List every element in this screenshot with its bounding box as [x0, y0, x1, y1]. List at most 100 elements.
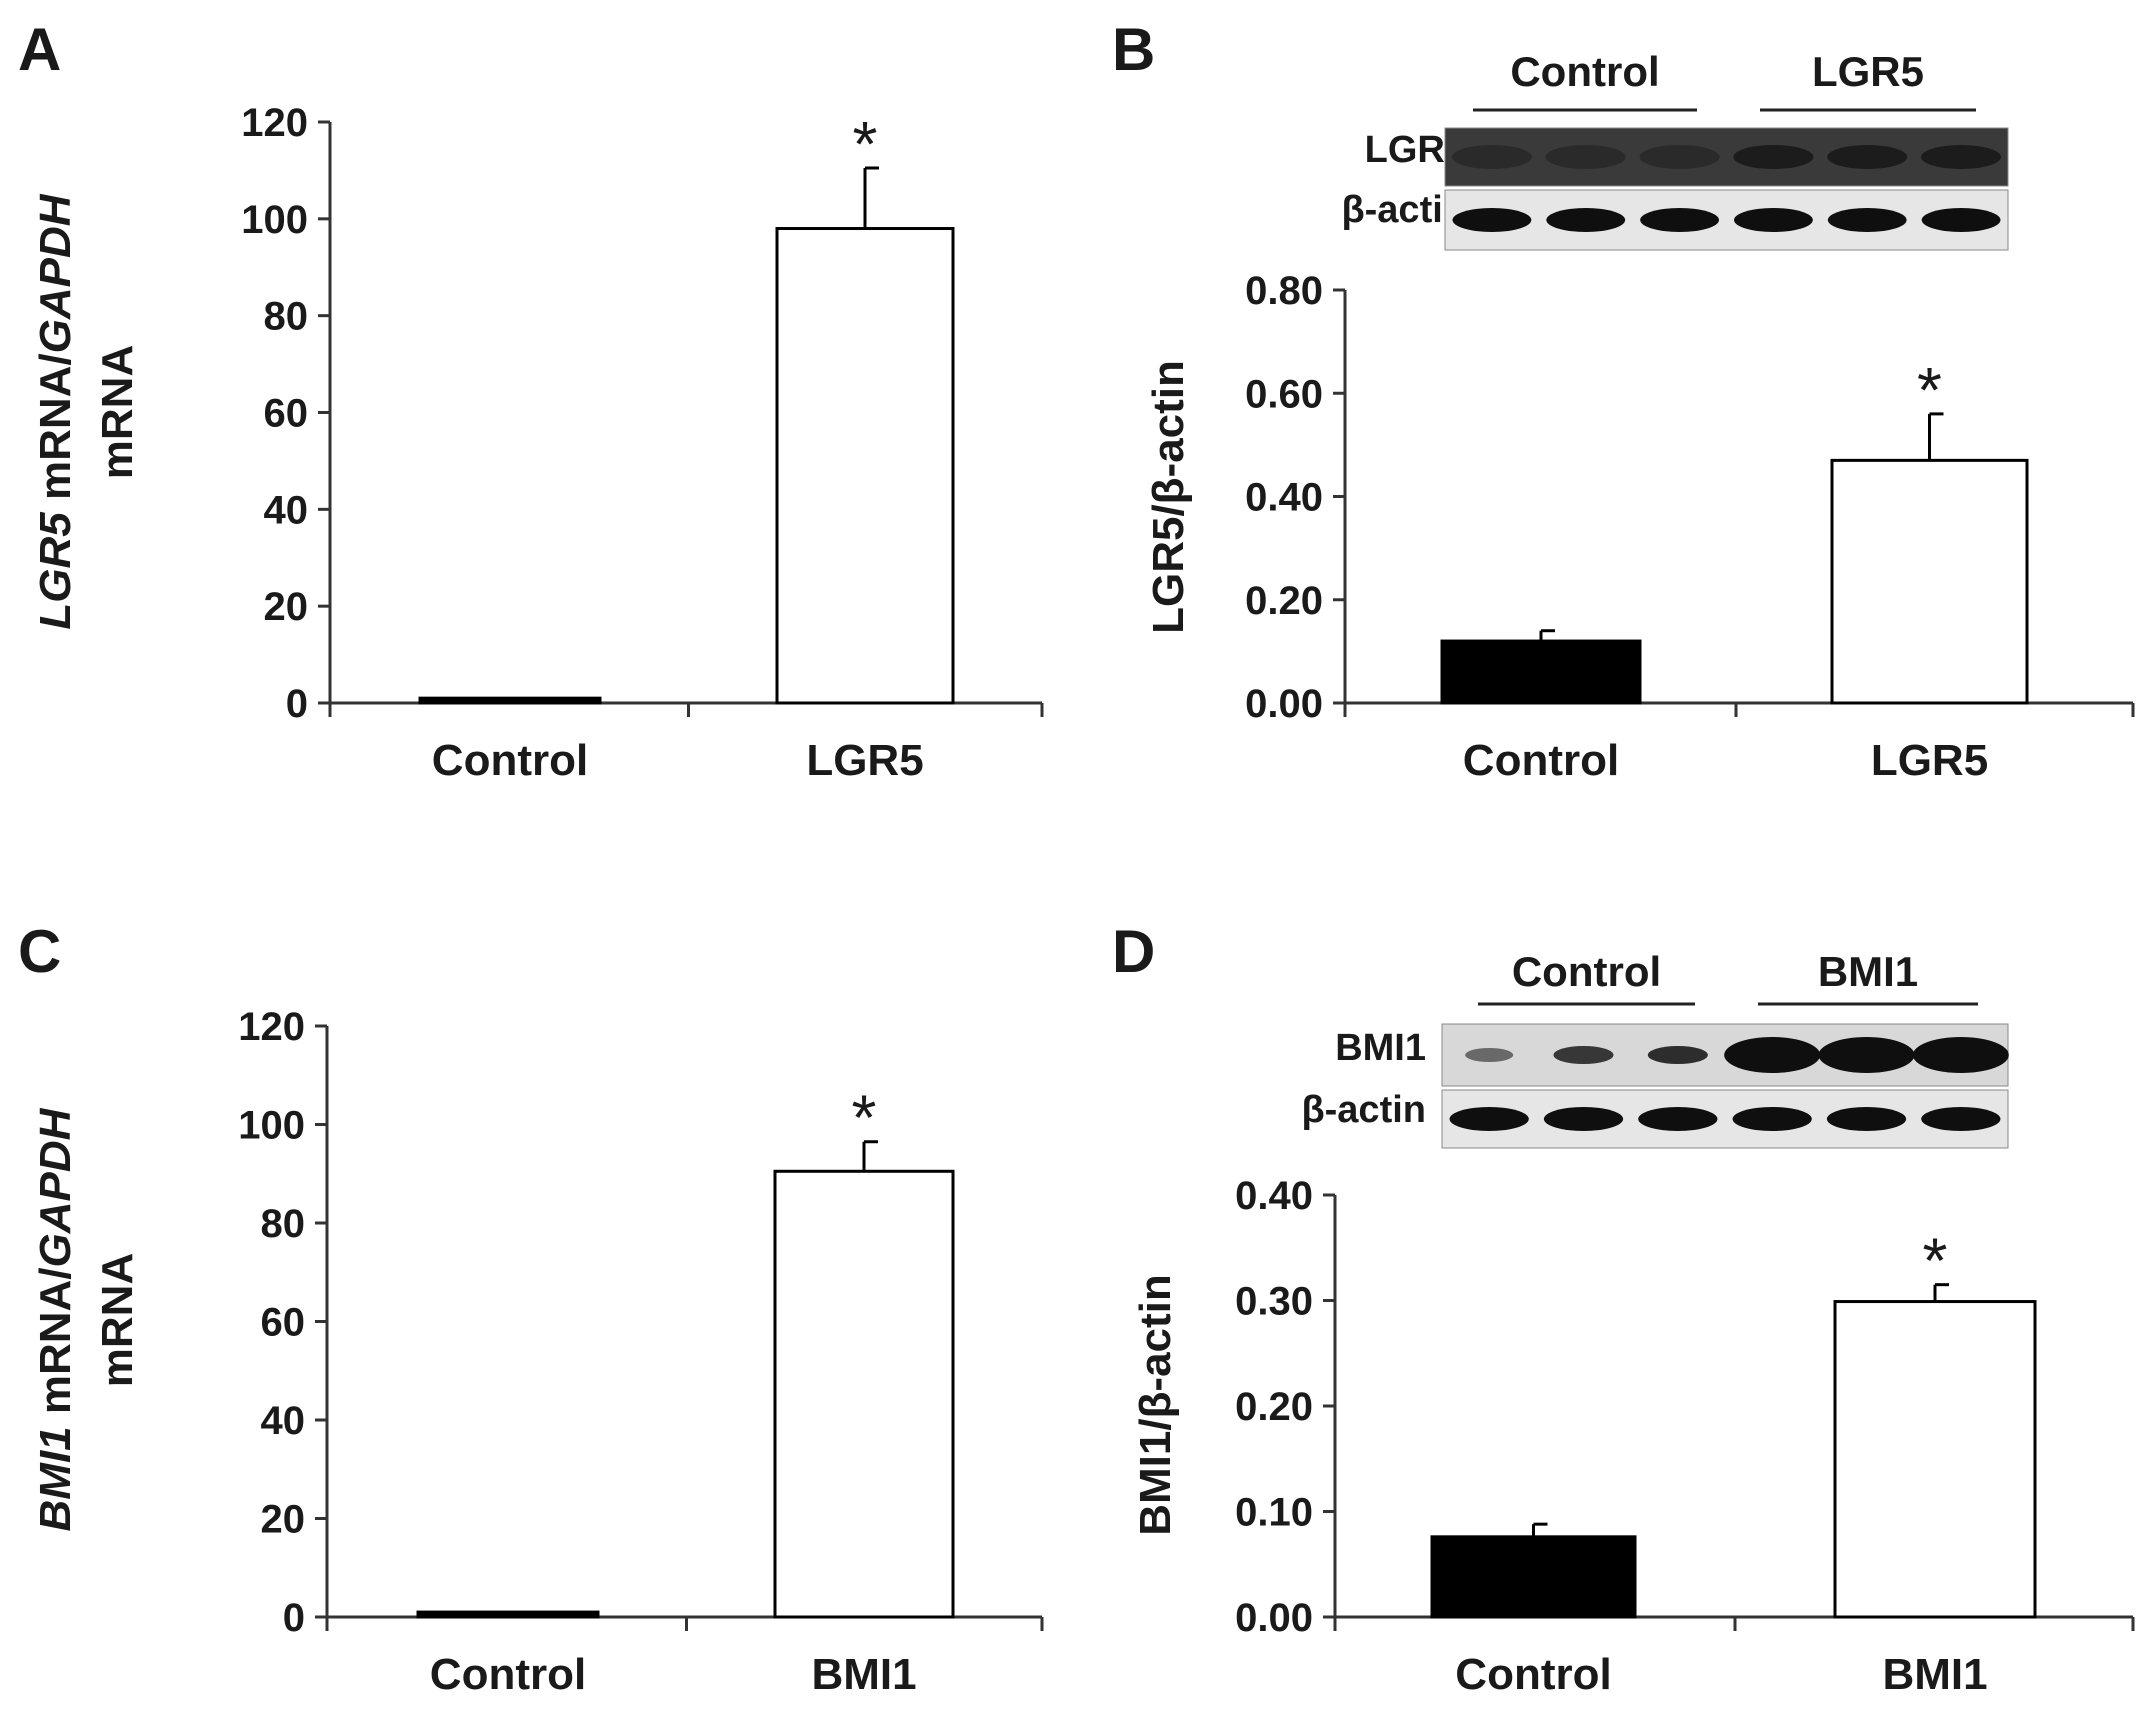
blot-band-actin	[1921, 208, 2001, 232]
blot-band	[1733, 145, 1814, 169]
blot-band	[1465, 1048, 1514, 1062]
y-axis-label-text: mRNA/	[31, 353, 80, 512]
x-category-label: LGR5	[806, 736, 923, 785]
blot-band	[1912, 1037, 2009, 1073]
bar-control	[416, 1610, 600, 1619]
blot-band-actin	[1826, 1107, 1907, 1131]
blot-band-actin	[1638, 1107, 1718, 1131]
panel-letter: A	[18, 16, 61, 83]
bar-control	[1440, 639, 1642, 705]
blot-band-actin	[1734, 208, 1813, 232]
blot-band	[1827, 145, 1908, 169]
y-axis-label-reference: GAPDH	[31, 193, 80, 353]
panel-d: D 0.00 0.10 0.20 0.30 0.40 Control * BMI1 BMI1/β-…	[1112, 918, 2135, 1699]
x-category-label: Control	[1455, 1650, 1611, 1699]
y-axis-label-text: mRNA/	[31, 1267, 80, 1426]
y-tick-label: 0.80	[1245, 269, 1323, 313]
y-axis-label: BMI1/β-actin	[1131, 1274, 1180, 1536]
significance-marker: *	[1917, 354, 1942, 426]
y-tick-label: 120	[238, 1005, 305, 1049]
y-axis-label-gene: LGR5	[31, 512, 80, 630]
blot-band-actin	[1543, 1107, 1624, 1131]
blot-band	[1639, 145, 1720, 169]
panel-letter: D	[1112, 918, 1155, 985]
y-tick-label: 0.20	[1245, 579, 1323, 623]
y-tick-label: 0	[286, 682, 308, 726]
y-tick-label: 80	[261, 1202, 306, 1246]
y-tick-label: 0.00	[1245, 682, 1323, 726]
blot-band-actin	[1732, 1107, 1812, 1131]
panel-b: B 0.00 0.20 0.40 0.60 0.80 Control * LGR5 LGR5/β-…	[1112, 16, 2135, 785]
x-category-label: LGR5	[1871, 736, 1988, 785]
y-tick-label: 40	[261, 1399, 306, 1443]
blot-band	[1451, 145, 1532, 169]
blot-band	[1818, 1037, 1915, 1073]
blot-band	[1921, 145, 2002, 169]
blot-band-actin	[1546, 208, 1626, 232]
blot-group-label: Control	[1512, 948, 1661, 995]
y-axis-label-reference: GAPDH	[31, 1107, 80, 1267]
panel-letter: C	[18, 918, 61, 985]
y-tick-label: 0	[283, 1596, 305, 1640]
blot-band	[1553, 1046, 1614, 1064]
y-tick-label: 80	[264, 295, 309, 339]
blot-band-actin	[1449, 1107, 1529, 1131]
blot-row-label: β-actin	[1301, 1089, 1426, 1131]
x-category-label: BMI1	[811, 1650, 916, 1699]
y-tick-label: 0.60	[1245, 372, 1323, 416]
blot-band	[1724, 1037, 1821, 1073]
y-axis-label-line2: mRNA	[93, 1253, 142, 1387]
y-tick-label: 100	[241, 198, 308, 242]
y-tick-label: 40	[264, 488, 309, 532]
bar-bmi1	[1833, 1300, 2037, 1619]
bar-bmi1	[773, 1169, 955, 1619]
x-category-label: Control	[430, 1650, 586, 1699]
y-axis-label: BMI1 mRNA/GAPDH	[31, 1107, 80, 1531]
y-axis-label: LGR5 mRNA/GAPDH	[31, 193, 80, 629]
western-blot: Control BMI1 BMI1 β-actin	[1301, 948, 2009, 1149]
blot-band	[1545, 145, 1626, 169]
y-tick-label: 60	[264, 392, 309, 436]
y-axis-label-gene: BMI1	[31, 1426, 80, 1531]
y-tick-label: 0.30	[1235, 1280, 1313, 1324]
x-category-label: BMI1	[1882, 1650, 1987, 1699]
blot-strip-target	[1444, 127, 2009, 187]
blot-group-label: Control	[1510, 48, 1659, 95]
x-category-label: Control	[1463, 736, 1619, 785]
y-tick-label: 0.40	[1245, 476, 1323, 520]
y-tick-label: 0.20	[1235, 1385, 1313, 1429]
y-tick-label: 0.10	[1235, 1491, 1313, 1535]
y-tick-label: 120	[241, 101, 308, 145]
panel-letter: B	[1112, 16, 1155, 83]
y-axis-label: LGR5/β-actin	[1144, 360, 1193, 634]
significance-marker: *	[853, 108, 878, 180]
y-tick-label: 20	[264, 585, 309, 629]
x-category-label: Control	[432, 736, 588, 785]
bar-control	[418, 696, 602, 705]
blot-group-label: LGR5	[1812, 48, 1924, 95]
blot-strip-actin	[1441, 1089, 2009, 1149]
blot-band-actin	[1827, 208, 1907, 232]
significance-marker: *	[1923, 1225, 1948, 1297]
y-tick-label: 20	[261, 1498, 306, 1542]
bar-lgr5	[775, 227, 955, 705]
y-axis-label-line2: mRNA	[93, 345, 142, 479]
y-tick-label: 100	[238, 1104, 305, 1148]
y-tick-label: 60	[261, 1301, 306, 1345]
blot-band	[1647, 1046, 1708, 1064]
blot-group-label: BMI1	[1818, 948, 1918, 995]
bar-lgr5	[1830, 458, 2029, 705]
y-tick-label: 0.00	[1235, 1596, 1313, 1640]
significance-marker: *	[852, 1082, 877, 1154]
blot-strip-actin	[1444, 189, 2009, 251]
blot-band-actin	[1640, 208, 1719, 232]
blot-row-label: BMI1	[1335, 1027, 1426, 1069]
blot-band-actin	[1452, 208, 1532, 232]
blot-band-actin	[1921, 1107, 2001, 1131]
y-tick-label: 0.40	[1235, 1174, 1313, 1218]
bar-control	[1430, 1535, 1637, 1619]
